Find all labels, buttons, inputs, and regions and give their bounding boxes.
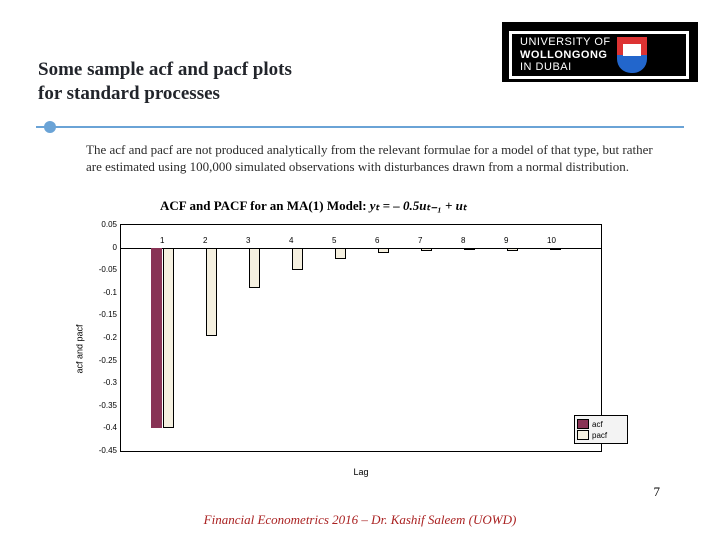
pacf-bar: [550, 248, 561, 250]
zero-line: [121, 248, 601, 249]
pacf-bar: [464, 248, 475, 250]
legend: acf pacf: [574, 415, 628, 444]
plot-area: Lag 0.050-0.05-0.1-0.15-0.2-0.25-0.3-0.3…: [120, 224, 602, 452]
legend-label-acf: acf: [592, 420, 603, 429]
university-logo: UNIVERSITY OF WOLLONGONG IN DUBAI: [508, 30, 690, 80]
page-number: 7: [654, 484, 661, 500]
x-tick: 7: [418, 236, 422, 245]
pacf-bar: [507, 248, 518, 251]
x-tick: 1: [160, 236, 164, 245]
pacf-bar: [335, 248, 346, 259]
acf-bar: [151, 248, 162, 429]
body-paragraph: The acf and pacf are not produced analyt…: [86, 142, 654, 175]
y-tick: -0.1: [89, 288, 117, 297]
x-tick: 10: [547, 236, 556, 245]
y-tick: -0.45: [89, 446, 117, 455]
chart-title-prefix: ACF and PACF for an MA(1) Model:: [160, 198, 370, 213]
y-tick: -0.15: [89, 310, 117, 319]
title-line2: for standard processes: [38, 82, 292, 106]
logo-line1: UNIVERSITY OF: [520, 36, 611, 49]
x-tick: 8: [461, 236, 465, 245]
y-tick: 0: [89, 243, 117, 252]
slide-title: Some sample acf and pacf plots for stand…: [38, 58, 292, 106]
legend-label-pacf: pacf: [592, 431, 607, 440]
y-tick: -0.05: [89, 265, 117, 274]
legend-swatch-pacf: [577, 430, 589, 440]
x-tick: 4: [289, 236, 293, 245]
shield-icon: [617, 37, 647, 73]
logo-line3: IN DUBAI: [520, 61, 611, 74]
x-tick: 9: [504, 236, 508, 245]
chart-title-equation: yₜ = – 0.5uₜ₋₁ + uₜ: [370, 198, 467, 213]
y-tick: -0.25: [89, 356, 117, 365]
divider: [36, 126, 684, 128]
y-tick: 0.05: [89, 220, 117, 229]
y-tick: -0.3: [89, 378, 117, 387]
x-tick: 6: [375, 236, 379, 245]
y-tick: -0.4: [89, 423, 117, 432]
logo-line2: WOLLONGONG: [520, 49, 611, 62]
pacf-bar: [421, 248, 432, 251]
pacf-bar: [206, 248, 217, 336]
y-axis-label: acf and pacf: [74, 218, 86, 480]
footer: Financial Econometrics 2016 – Dr. Kashif…: [0, 512, 720, 528]
y-tick: -0.35: [89, 401, 117, 410]
divider-dot-icon: [44, 121, 56, 133]
pacf-bar: [378, 248, 389, 253]
title-line1: Some sample acf and pacf plots: [38, 58, 292, 82]
pacf-bar: [292, 248, 303, 271]
y-tick: -0.2: [89, 333, 117, 342]
chart-title: ACF and PACF for an MA(1) Model: yₜ = – …: [160, 198, 467, 214]
x-tick: 5: [332, 236, 336, 245]
pacf-bar: [163, 248, 174, 429]
x-axis-label: Lag: [353, 467, 368, 477]
x-tick: 3: [246, 236, 250, 245]
x-tick: 2: [203, 236, 207, 245]
pacf-bar: [249, 248, 260, 289]
legend-swatch-acf: [577, 419, 589, 429]
chart-container: acf and pacf Lag 0.05 0 -0.05 -0.1 -0.15 -0.2…: [74, 218, 620, 480]
